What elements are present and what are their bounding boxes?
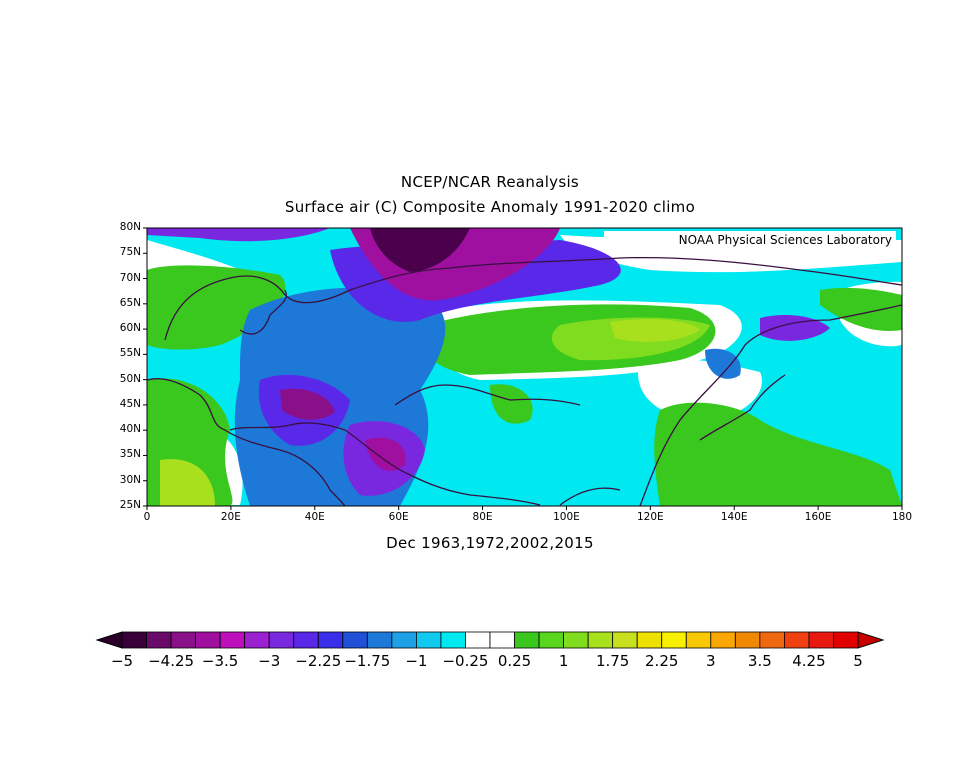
negative-region <box>705 348 741 379</box>
colorbar-swatch <box>538 631 564 649</box>
colorbar-swatch <box>563 631 589 649</box>
colorbar-swatch <box>391 631 417 649</box>
positive-region <box>490 384 533 424</box>
lon-tick-label: 120E <box>636 511 664 523</box>
lon-tick-label: 180 <box>891 511 913 523</box>
colorbar-swatch <box>121 631 147 649</box>
colorbar-label: −5 <box>110 652 134 670</box>
colorbar-swatch <box>489 631 515 649</box>
positive-region <box>610 319 700 342</box>
lat-tick-label: 35N <box>119 448 141 461</box>
colorbar-swatch <box>415 631 442 649</box>
colorbar-swatch <box>366 631 393 649</box>
colorbar-label: 2.25 <box>645 652 679 670</box>
lat-tick-label: 80N <box>119 221 141 233</box>
lat-tick-label: 60N <box>119 322 141 335</box>
coastlines <box>147 256 902 506</box>
chart-subtitle: Surface air (C) Composite Anomaly 1991-2… <box>284 198 696 216</box>
colorbar-swatch <box>268 631 295 649</box>
colorbar-swatch <box>317 631 344 649</box>
lat-tick-label: 50N <box>119 372 141 385</box>
colorbar-swatch <box>661 631 687 649</box>
colorbar-low-arrow <box>95 631 123 649</box>
lat-tick-label: 55N <box>119 347 141 360</box>
colorbar-swatch <box>833 631 859 649</box>
axis-ticks <box>143 227 903 510</box>
colorbar-label: 3 <box>706 652 716 670</box>
lon-tick-label: 0 <box>143 511 151 523</box>
colorbar-swatch <box>219 631 246 649</box>
positive-region <box>654 402 902 506</box>
colorbar-swatch <box>784 631 810 649</box>
negative-region <box>760 315 830 341</box>
lat-tick-label: 70N <box>119 271 141 284</box>
colorbar-swatch <box>636 631 663 649</box>
colorbar-label: 1.75 <box>595 652 630 670</box>
lat-tick-label: 30N <box>119 473 141 486</box>
colorbar-swatch <box>685 631 712 649</box>
credit-label: NOAA Physical Sciences Laboratory <box>604 231 896 249</box>
colorbar-label: −3.5 <box>201 652 239 670</box>
colorbar-swatch <box>710 631 736 649</box>
negative-region <box>370 228 470 272</box>
anomaly-field <box>147 228 902 506</box>
lon-tick-label: 140E <box>720 511 748 523</box>
lon-tick-label: 40E <box>304 511 325 523</box>
lat-tick-label: 40N <box>119 423 141 436</box>
colorbar-swatch <box>293 631 319 649</box>
colorbar-label: −1.75 <box>344 652 391 670</box>
colorbar-swatch <box>195 631 221 649</box>
colorbar-swatch <box>587 631 614 649</box>
lon-tick-label: 80E <box>472 511 493 523</box>
colorbar-label: −0.25 <box>442 652 489 670</box>
colorbar-swatch <box>465 631 491 649</box>
colorbar-swatch <box>514 631 540 649</box>
plot-frame <box>146 227 903 507</box>
chart-title: NCEP/NCAR Reanalysis <box>400 173 580 191</box>
colorbar-label: 4.25 <box>792 652 826 670</box>
colorbar-high-arrow <box>857 631 885 649</box>
negative-region <box>280 388 335 420</box>
colorbar-swatch <box>170 631 196 649</box>
colorbar-swatch <box>440 631 466 649</box>
date-caption: Dec 1963,1972,2002,2015 <box>386 534 594 552</box>
colorbar-swatch <box>759 631 785 649</box>
colorbar-label: −3 <box>258 652 281 670</box>
lon-tick-label: 20E <box>220 511 241 523</box>
negative-region <box>147 228 330 242</box>
positive-region <box>820 287 902 331</box>
colorbar-swatch <box>244 631 270 649</box>
lat-tick-label: 25N <box>119 499 141 511</box>
lat-tick-label: 45N <box>119 397 141 410</box>
negative-region <box>365 437 406 472</box>
lon-tick-label: 60E <box>388 511 409 523</box>
colorbar-swatch <box>808 631 834 649</box>
lat-tick-label: 65N <box>119 296 141 309</box>
lon-tick-label: 100E <box>553 511 580 523</box>
colorbar-swatch <box>612 631 638 649</box>
colorbar-label: −4.25 <box>148 652 195 670</box>
colorbar-label: 3.5 <box>747 652 772 670</box>
colorbar-swatch <box>342 631 368 649</box>
colorbar-label: 0.25 <box>497 652 532 670</box>
colorbar-label: 1 <box>558 652 569 670</box>
colorbar-swatch <box>146 631 172 649</box>
colorbar-label: −1 <box>405 652 428 670</box>
lat-tick-label: 75N <box>119 246 141 259</box>
positive-region <box>160 459 215 506</box>
colorbar-swatch <box>734 631 761 649</box>
colorbar-label: −2.25 <box>295 652 342 670</box>
lon-tick-label: 160E <box>804 511 832 523</box>
colorbar-label: 5 <box>853 652 863 670</box>
